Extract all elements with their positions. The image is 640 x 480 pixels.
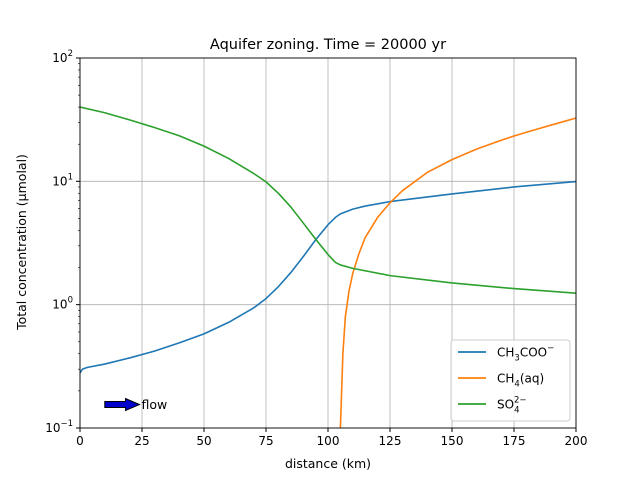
x-tick-label: 0 [76, 434, 84, 448]
y-axis-label: Total concentration (μmolal) [14, 154, 29, 331]
axes: 0 25 50 75 100 125 150 175 200 10−1 100 101 102 [45, 49, 587, 448]
legend-box [450, 339, 571, 422]
chart-title: Aquifer zoning. Time = 20000 yr [210, 37, 446, 53]
x-tick-label: 50 [196, 434, 211, 448]
flow-label: flow [142, 397, 168, 412]
legend: CH3COO− CH4(aq) SO42− [450, 339, 571, 422]
flow-arrow [104, 397, 141, 412]
x-tick-label: 75 [258, 434, 273, 448]
y-tick-label: 102 [52, 49, 73, 65]
series-line-2 [339, 117, 576, 428]
x-tick-label: 25 [134, 434, 149, 448]
x-axis-label: distance (km) [285, 456, 371, 471]
y-tick-label: 10−1 [45, 419, 73, 435]
x-tick-label: 125 [379, 434, 402, 448]
series-line-3 [80, 106, 576, 294]
legend-label-1: CH3COO− [497, 344, 554, 364]
y-tick-label: 100 [52, 296, 73, 312]
series-layer [80, 106, 576, 428]
flow-annotation: flow [104, 397, 168, 412]
series-line-1 [80, 180, 576, 374]
legend-label-3: SO42− [497, 396, 527, 416]
x-tick-label: 175 [503, 434, 526, 448]
y-tick-label: 101 [52, 172, 73, 188]
x-tick-label: 100 [317, 434, 340, 448]
legend-label-2: CH4(aq) [497, 372, 544, 390]
x-tick-label: 150 [441, 434, 464, 448]
x-tick-label: 200 [565, 434, 588, 448]
